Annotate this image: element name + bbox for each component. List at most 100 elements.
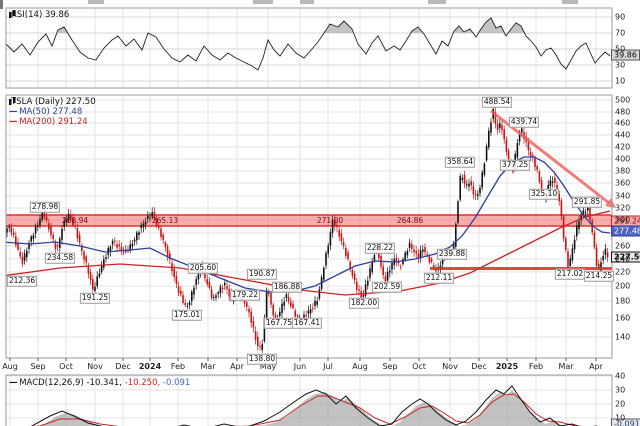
price-axis-tick: 320 <box>615 203 631 213</box>
top-strip-remnant <box>300 0 314 4</box>
price-annotation: 179.22 <box>229 289 261 301</box>
x-axis-month-label: Sep <box>30 362 46 371</box>
price-axis-tick: 380 <box>615 166 631 176</box>
symbol-legend-label: TSLA (Daily) 227.50 <box>11 97 96 107</box>
price-axis-tick: 500 <box>615 95 631 105</box>
rsi-axis-tick: 90 <box>615 12 626 22</box>
x-axis-month-label: 2025 <box>495 362 519 371</box>
price-annotation: 439.74 <box>508 116 540 128</box>
price-annotation: 138.80 <box>246 353 278 365</box>
x-axis-month-label: 2024 <box>138 362 162 371</box>
symbol-legend: TSLA (Daily) 227.50 <box>9 97 96 107</box>
x-axis-month-label: Jul <box>323 362 333 371</box>
x-axis-month-label: Aug <box>352 362 368 371</box>
macd-value-1: -10.341, <box>86 378 122 388</box>
rsi-axis-tick: 70 <box>615 28 626 38</box>
price-axis-tick: 220 <box>615 267 631 277</box>
macd-axis-tick: 20 <box>615 399 626 409</box>
price-annotation: 217.02 <box>554 268 586 280</box>
price-annotation: 212.36 <box>6 275 38 287</box>
macd-legend: — MACD(12,26,9) -10.341, -10.250, -0.091 <box>9 378 190 388</box>
price-axis-tick: 400 <box>615 154 631 164</box>
last-price-box: 227.50 <box>611 251 640 263</box>
price-annotation: 278.98 <box>29 201 61 213</box>
price-annotation: 205.60 <box>187 262 219 274</box>
price-axis-tick: 420 <box>615 142 631 152</box>
x-axis-month-label: Dec <box>471 362 487 371</box>
x-axis-month-label: May <box>259 362 277 371</box>
ma200-swatch: — <box>9 117 17 127</box>
price-axis-tick: 440 <box>615 130 631 140</box>
x-axis-month-label: Apr <box>230 362 244 371</box>
price-annotation: 186.88 <box>271 281 303 293</box>
price-annotation: 377.25 <box>499 159 531 171</box>
price-annotation: 234.58 <box>44 252 76 264</box>
price-annotation: 325.10 <box>528 188 560 200</box>
x-axis-month-label: Feb <box>170 362 186 371</box>
price-axis-tick: 460 <box>615 118 631 128</box>
x-axis-month-label: Aug <box>2 362 18 371</box>
resistance-band-label: 268.94 <box>61 215 89 225</box>
x-axis-month-label: Dec <box>115 362 131 371</box>
rsi-axis-tick: 30 <box>615 60 626 70</box>
resistance-band-label: 271.00 <box>316 215 344 225</box>
price-annotation: 167.75 <box>263 317 295 329</box>
ma50-swatch: — <box>9 107 17 117</box>
price-annotation: 488.54 <box>481 96 513 108</box>
price-axis-tick: 260 <box>615 241 631 251</box>
price-annotation: 228.22 <box>364 242 396 254</box>
macd-axis-tick: 40 <box>615 371 626 381</box>
x-axis-month-label: Nov <box>442 362 458 371</box>
rsi-axis-tick: 10 <box>615 76 626 86</box>
macd-legend-label: MACD(12,26,9) <box>19 378 84 388</box>
x-axis-month-label: Feb <box>528 362 544 371</box>
price-axis-tick: 240 <box>615 254 631 264</box>
price-axis-tick: 300 <box>615 215 631 225</box>
resistance-band-label: 265.13 <box>151 215 179 225</box>
macd-axis-tick: 10 <box>615 413 626 423</box>
macd-value-box: -0.091 <box>611 418 640 426</box>
rsi-legend-label: RSI(14) 39.86 <box>11 10 70 20</box>
ma50-legend-label: MA(50) 277.48 <box>19 107 83 117</box>
price-annotation: 239.88 <box>436 248 468 260</box>
price-axis-tick: 360 <box>615 178 631 188</box>
ma200-legend: — MA(200) 291.24 <box>9 117 88 127</box>
price-annotation: 167.41 <box>291 317 323 329</box>
price-annotation: 291.85 <box>571 196 603 208</box>
x-axis-month-label: Oct <box>412 362 426 371</box>
top-strip-remnant <box>0 0 3 9</box>
top-strip-remnant <box>428 0 446 4</box>
rsi-legend: RSI(14) 39.86 <box>9 10 69 20</box>
top-strip-remnant <box>562 0 578 4</box>
x-axis-month-label: Mar <box>558 362 574 371</box>
price-annotation: 182.00 <box>348 297 380 309</box>
macd-axis-tick: 30 <box>615 385 626 395</box>
price-axis-tick: 340 <box>615 191 631 201</box>
price-annotation: 214.25 <box>583 270 615 282</box>
price-annotation: 191.25 <box>79 292 111 304</box>
macd-swatch: — <box>9 378 17 388</box>
x-axis-month-label: Oct <box>59 362 73 371</box>
price-annotation: 175.01 <box>171 309 203 321</box>
price-annotation: 190.87 <box>246 268 278 280</box>
macd-value-2: -10.250, <box>124 378 161 388</box>
top-strip-remnant <box>253 0 273 4</box>
x-axis-month-label: Jun <box>293 362 307 371</box>
ma200-legend-label: MA(200) 291.24 <box>19 117 88 127</box>
price-axis-tick: 180 <box>615 296 631 306</box>
rsi-axis-tick: 50 <box>615 44 626 54</box>
x-axis-month-label: Nov <box>87 362 103 371</box>
x-axis-month-label: Apr <box>589 362 603 371</box>
price-axis-tick: 140 <box>615 332 631 342</box>
ma50-legend: — MA(50) 277.48 <box>9 107 82 117</box>
price-annotation: 212.11 <box>423 272 455 284</box>
top-strip-remnant <box>88 0 104 4</box>
x-axis-month-label: Sep <box>382 362 398 371</box>
price-annotation: 202.59 <box>371 281 403 293</box>
x-axis-month-label: Mar <box>200 362 216 371</box>
price-axis-tick: 480 <box>615 107 631 117</box>
macd-value-3: -0.091 <box>162 378 191 388</box>
resistance-band-label: 264.86 <box>396 215 424 225</box>
